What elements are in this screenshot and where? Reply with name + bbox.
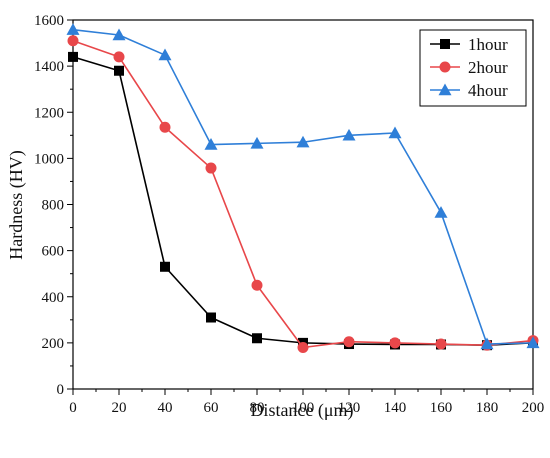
legend-swatch-marker — [439, 61, 451, 73]
data-point — [252, 333, 262, 344]
series-4hour — [66, 23, 540, 350]
legend-swatch-marker — [438, 83, 452, 96]
x-tick-label: 100 — [292, 400, 315, 416]
legend: 1hour 2hour 4hour — [419, 29, 527, 107]
x-tick-label: 160 — [430, 400, 453, 416]
data-point — [159, 121, 171, 133]
data-point — [389, 337, 401, 349]
data-point — [66, 23, 80, 35]
data-point — [434, 206, 448, 218]
data-point — [206, 312, 216, 323]
legend-item: 2hour — [430, 58, 508, 77]
y-tick-label: 600 — [42, 244, 65, 260]
legend-label: 4hour — [468, 81, 508, 100]
legend-label: 2hour — [468, 58, 508, 77]
x-tick-label: 200 — [522, 400, 545, 416]
y-tick-label: 1000 — [34, 151, 64, 167]
legend-item: 1hour — [430, 35, 508, 54]
data-point — [68, 51, 78, 62]
x-tick-label: 120 — [338, 400, 361, 416]
data-point — [67, 35, 79, 47]
x-tick-label: 0 — [69, 400, 77, 416]
x-tick-label: 80 — [250, 400, 265, 416]
data-point — [526, 336, 540, 349]
data-point — [343, 336, 355, 348]
legend-swatch-marker — [440, 39, 450, 49]
y-tick-label: 1200 — [34, 105, 64, 121]
legend-item: 4hour — [430, 81, 508, 100]
y-tick-label: 400 — [42, 290, 65, 306]
y-tick-label: 800 — [42, 198, 65, 214]
data-point — [480, 337, 494, 350]
y-tick-label: 1400 — [34, 59, 64, 75]
data-point — [112, 28, 126, 41]
data-point — [251, 279, 263, 291]
data-point — [388, 126, 402, 139]
axes: 0 20 40 60 80 100 120 140 160 180 200 0 200 400 600 800… — [34, 13, 544, 416]
data-point — [205, 162, 217, 174]
data-point — [160, 261, 170, 272]
data-point — [158, 48, 172, 61]
data-point — [342, 128, 356, 141]
data-point — [204, 138, 218, 150]
x-tick-label: 140 — [384, 400, 407, 416]
data-point — [113, 51, 125, 63]
y-axis-title: Hardness (HV) — [6, 150, 27, 259]
x-tick-label: 40 — [158, 400, 173, 416]
data-point — [296, 135, 310, 148]
data-point — [297, 341, 309, 353]
y-tick-label: 1600 — [34, 13, 64, 29]
legend-label: 1hour — [468, 35, 508, 54]
x-tick-label: 180 — [476, 400, 499, 416]
x-tick-label: 60 — [204, 400, 219, 416]
y-tick-label: 0 — [57, 382, 65, 398]
data-point — [250, 136, 264, 149]
x-axis-title: Distance (μm) — [250, 400, 353, 421]
series-layer — [66, 23, 540, 353]
legend-box — [419, 29, 527, 107]
y-tick-label: 200 — [42, 336, 65, 352]
x-tick-label: 20 — [112, 400, 127, 416]
data-point — [114, 65, 124, 76]
data-point — [435, 338, 447, 350]
